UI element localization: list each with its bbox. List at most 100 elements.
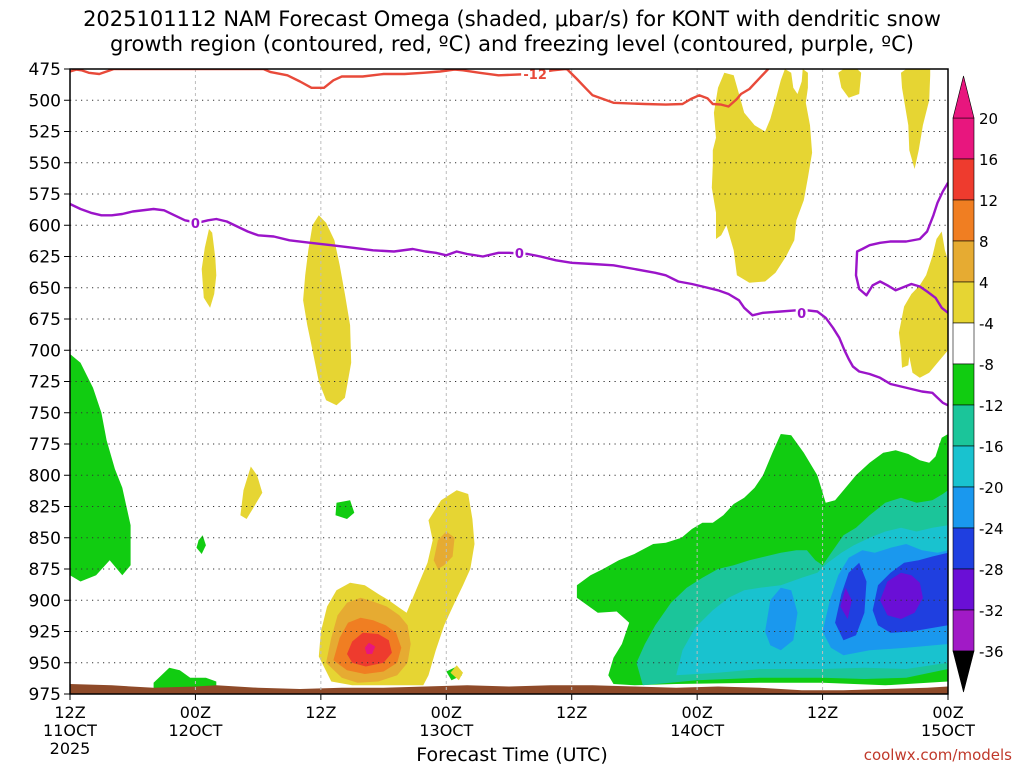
colorbar-label: -24 <box>979 520 1004 538</box>
x-tick-label: 12Z <box>305 703 336 722</box>
colorbar-bin <box>952 363 975 406</box>
y-tick-label: 925 <box>29 623 61 643</box>
chart-title-line-2: growth region (contoured, red, ºC) and f… <box>110 32 914 56</box>
omega-region-3 <box>153 667 217 691</box>
x-tick-label: 00Z <box>932 703 963 722</box>
colorbar-top-arrow <box>952 75 975 119</box>
colorbar-bin <box>952 240 975 283</box>
colorbar-bin <box>952 199 975 242</box>
y-tick-label: 650 <box>29 279 61 299</box>
colorbar-label: -20 <box>979 479 1004 497</box>
omega-region-8 <box>765 587 798 651</box>
contour-label: 0 <box>797 307 806 322</box>
colorbar-bin <box>952 404 975 447</box>
colorbar-bin <box>952 158 975 201</box>
x-tick-label: 12Z <box>54 703 85 722</box>
omega-region-16 <box>240 466 263 519</box>
colorbar-label: -4 <box>979 315 994 333</box>
omega-region-13 <box>880 572 923 619</box>
colorbar-bin <box>952 609 975 652</box>
colorbar-bin <box>952 117 975 160</box>
omega-region-20 <box>838 69 862 98</box>
plot-area: -12 0 0 0 <box>69 68 949 695</box>
omega-region-22 <box>898 231 948 378</box>
colorbar-bin <box>952 486 975 529</box>
x-tick-label: 00Z <box>431 703 462 722</box>
y-tick-label: 950 <box>29 654 61 674</box>
colorbar-label: 20 <box>979 110 998 128</box>
terrain-band <box>70 684 948 694</box>
omega-region-1 <box>196 535 206 554</box>
colorbar-bin <box>952 445 975 488</box>
colorbar-label: 12 <box>979 192 998 210</box>
omega-region-24 <box>433 531 455 569</box>
x-tick-label: 15OCT <box>921 721 975 740</box>
y-tick-label: 500 <box>29 91 61 111</box>
colorbar-bottom-arrow <box>952 650 975 693</box>
x-tick-label: 12Z <box>556 703 587 722</box>
colorbar-label: -32 <box>979 602 1004 620</box>
omega-region-18 <box>450 665 463 681</box>
y-tick-label: 800 <box>29 466 61 486</box>
contour-label-bg <box>521 69 550 81</box>
omega-region-27 <box>364 642 376 654</box>
x-tick-label: 00Z <box>180 703 211 722</box>
x-tick-label: 12Z <box>807 703 838 722</box>
colorbar-label: -36 <box>979 643 1004 661</box>
omega-region-2 <box>335 500 355 519</box>
grid-layer <box>70 69 948 695</box>
y-tick-label: 600 <box>29 216 61 236</box>
x-tick-label: 12OCT <box>168 721 222 740</box>
y-tick-label: 525 <box>29 123 61 143</box>
contour-label: 0 <box>515 247 524 262</box>
colorbar-label: -28 <box>979 561 1004 579</box>
omega-region-14 <box>201 229 217 308</box>
x-tick-label: 2025 <box>50 739 91 758</box>
contour-label-bg <box>189 215 202 230</box>
y-tick-label: 675 <box>29 310 61 330</box>
contour-line-0 <box>70 69 770 108</box>
x-axis-label: Forecast Time (UTC) <box>416 744 608 766</box>
y-tick-label: 725 <box>29 373 61 393</box>
y-tick-label: 875 <box>29 560 61 580</box>
contour-line-2 <box>854 182 948 314</box>
contour-layer: -12 0 0 0 <box>70 68 948 407</box>
omega-region-19 <box>711 69 813 283</box>
y-tick-label: 825 <box>29 498 61 518</box>
colorbar-bin <box>952 568 975 611</box>
y-tick-label: 850 <box>29 529 61 549</box>
colorbar-bin <box>952 322 975 365</box>
colorbar-label: 16 <box>979 151 998 169</box>
omega-region-12 <box>840 587 852 619</box>
colorbar-bin <box>952 527 975 570</box>
contour-label-bg <box>513 245 526 260</box>
y-tick-label: 625 <box>29 248 61 268</box>
colorbar-bin <box>952 281 975 324</box>
colorbar-label: 4 <box>979 274 989 292</box>
y-tick-label: 775 <box>29 435 61 455</box>
x-tick-label: 11OCT <box>43 721 97 740</box>
omega-region-0 <box>70 354 131 582</box>
colorbar: 20 16 12 8 4 -4 -8 -12 -16 -20 -24 -28 -32 -36 <box>952 75 1004 693</box>
y-tick-label: 550 <box>29 154 61 174</box>
y-tick-label: 750 <box>29 404 61 424</box>
colorbar-label: -12 <box>979 397 1004 415</box>
omega-shaded-layer <box>70 69 948 694</box>
colorbar-label: -16 <box>979 438 1004 456</box>
y-tick-label: 900 <box>29 591 61 611</box>
y-tick-label: 575 <box>29 185 61 205</box>
chart-title-line-1: 2025101112 NAM Forecast Omega (shaded, μ… <box>83 7 941 31</box>
y-axis: 475 500 525 550 575 600 625 650 675 700 725 750 775 8… <box>29 60 70 705</box>
x-tick-label: 14OCT <box>670 721 724 740</box>
contour-label-bg <box>795 305 808 320</box>
contour-label: -12 <box>523 68 547 83</box>
omega-region-15 <box>303 215 352 406</box>
omega-region-21 <box>901 69 931 169</box>
colorbar-label: 8 <box>979 233 989 251</box>
x-tick-label: 13OCT <box>419 721 473 740</box>
y-tick-label: 700 <box>29 341 61 361</box>
contour-label: 0 <box>191 217 200 232</box>
contour-line-1 <box>70 202 948 407</box>
